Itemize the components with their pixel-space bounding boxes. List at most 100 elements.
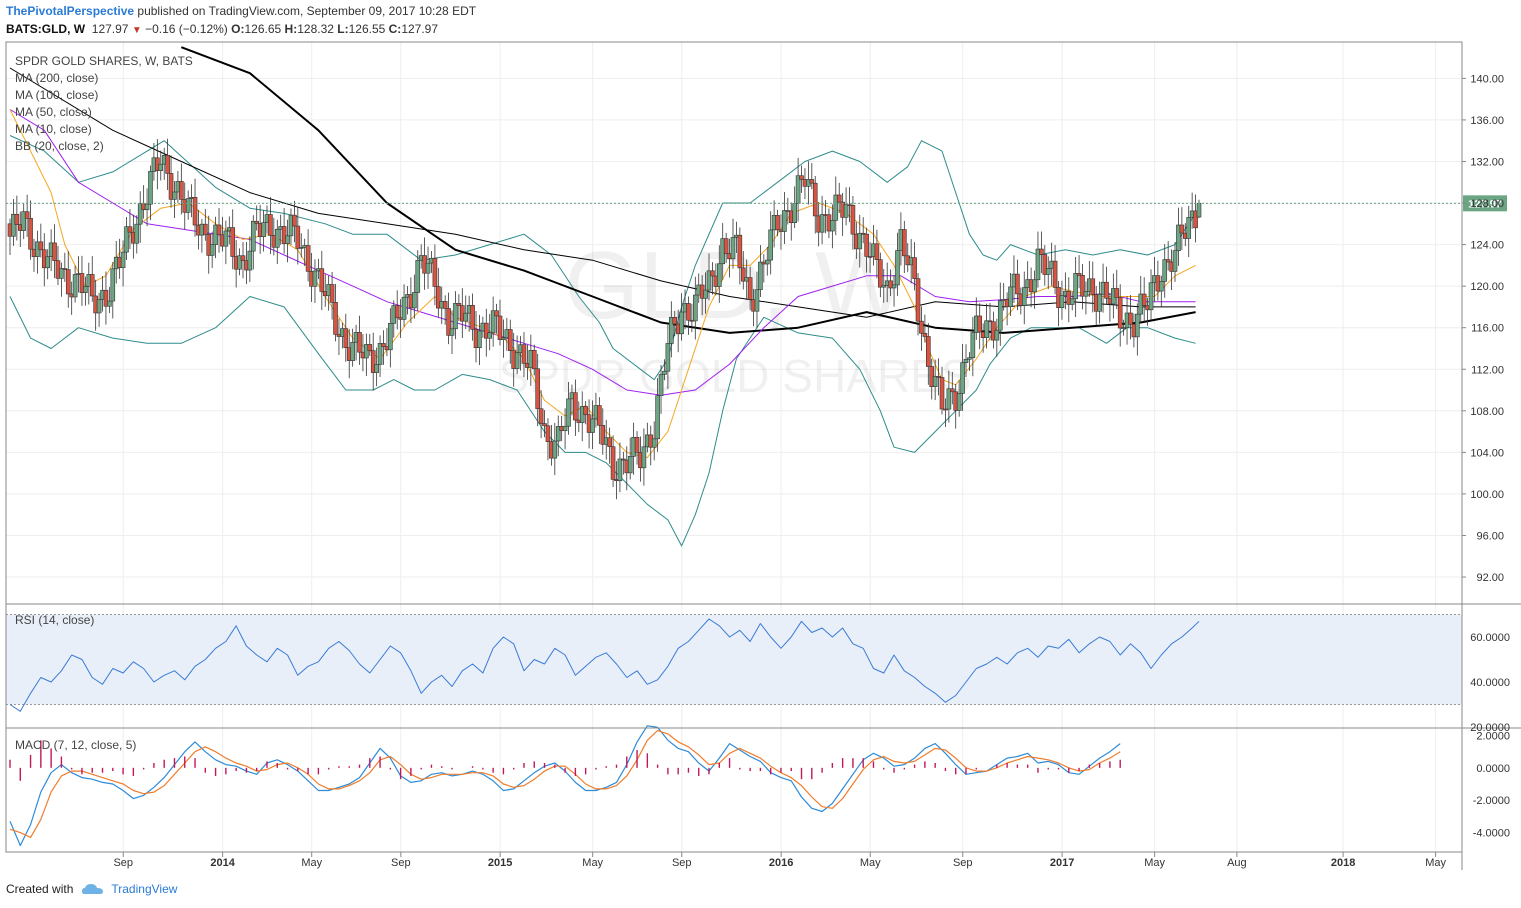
candle-body	[1196, 203, 1202, 218]
candle-body	[939, 377, 945, 410]
author-link[interactable]: ThePivotalPerspective	[6, 4, 135, 18]
candle-body	[127, 226, 133, 233]
candle-body	[436, 286, 441, 309]
tradingview-cloud-icon	[82, 884, 104, 894]
candle-body	[754, 289, 760, 312]
candle-body	[686, 303, 691, 321]
candle-body	[281, 226, 287, 244]
candle-body	[949, 388, 955, 393]
candle-body	[1073, 273, 1078, 300]
last-price-label: 127.97	[1468, 198, 1502, 210]
candle-body	[535, 368, 540, 410]
candle-body	[240, 255, 246, 261]
candle-body	[24, 211, 30, 219]
candle-body	[381, 343, 386, 347]
time-tick-label: May	[1425, 857, 1446, 869]
candle-body	[172, 191, 177, 200]
candle-body	[830, 219, 835, 232]
tradingview-brand[interactable]: TradingView	[111, 882, 178, 896]
macd-tick-label: -2.0000	[1473, 795, 1510, 807]
candle-body	[716, 263, 722, 287]
candle-body	[662, 370, 667, 375]
rsi-tick-label: 60.0000	[1470, 632, 1510, 644]
time-tick-label: May	[860, 857, 881, 869]
legend-ma10[interactable]: MA (10, close)	[15, 122, 92, 136]
candle-body	[926, 336, 931, 367]
candle-body	[857, 232, 863, 250]
candle-body	[737, 234, 743, 269]
candle-body	[902, 229, 907, 257]
candle-body	[165, 155, 170, 174]
time-tick-label: 2017	[1050, 857, 1074, 869]
macd-tick-label: 2.0000	[1476, 730, 1510, 742]
candle-body	[223, 230, 229, 247]
candle-body	[1159, 281, 1164, 292]
candle-body	[1121, 327, 1126, 329]
candle-body	[268, 214, 273, 236]
candle-body	[1172, 250, 1178, 272]
candle-body	[285, 235, 290, 244]
candle-body	[600, 425, 606, 445]
candle-body	[655, 395, 660, 440]
candle-body	[1141, 293, 1147, 306]
candle-body	[453, 303, 458, 330]
candle-body	[730, 237, 736, 260]
candle-body	[758, 261, 763, 290]
time-tick-label: Aug	[1227, 857, 1247, 869]
candle-body	[298, 247, 304, 249]
candle-body	[967, 357, 972, 360]
candle-body	[573, 392, 578, 421]
candle-body	[782, 210, 787, 232]
candle-body	[107, 300, 112, 307]
candle-body	[552, 440, 558, 459]
down-triangle-icon: ▼	[131, 25, 142, 36]
candle-body	[295, 225, 301, 249]
indicator-legend: SPDR GOLD SHARES, W, BATS MA (200, close…	[15, 53, 193, 155]
candle-body	[764, 259, 770, 265]
candle-body	[775, 215, 780, 231]
candle-body	[590, 418, 595, 433]
candle-body	[1186, 216, 1192, 239]
macd-signal-line	[9, 730, 1121, 838]
candle-body	[566, 398, 571, 427]
candle-body	[477, 330, 482, 348]
candle-body	[103, 289, 109, 307]
candle-body	[1042, 254, 1048, 275]
macd-label[interactable]: MACD (7, 12, close, 5)	[15, 738, 137, 752]
time-tick-label: Sep	[391, 857, 411, 869]
candle-body	[185, 198, 191, 213]
candle-body	[1032, 279, 1037, 293]
candle-body	[922, 332, 928, 337]
candle-body	[374, 364, 379, 373]
candle-body	[672, 317, 678, 325]
candle-body	[179, 181, 184, 200]
candle-body	[456, 303, 462, 306]
candle-body	[867, 256, 873, 258]
candle-body	[1039, 248, 1044, 255]
legend-ma50[interactable]: MA (50, close)	[15, 105, 92, 119]
publish-info: published on TradingView.com, September …	[137, 4, 477, 18]
rsi-label[interactable]: RSI (14, close)	[15, 613, 95, 627]
candle-body	[881, 285, 887, 288]
candle-body	[819, 214, 825, 233]
candle-body	[137, 203, 143, 225]
candle-body	[1069, 298, 1075, 305]
candle-body	[1083, 291, 1089, 297]
candle-body	[1090, 278, 1096, 295]
candle-body	[1162, 259, 1168, 282]
candle-body	[1179, 224, 1185, 234]
legend-ma200[interactable]: MA (200, close)	[15, 71, 99, 85]
candle-body	[144, 203, 150, 211]
legend-ma100[interactable]: MA (100, close)	[15, 88, 99, 102]
legend-bb[interactable]: BB (20, close, 2)	[15, 139, 104, 153]
candle-body	[994, 329, 1000, 341]
bb-upper-line	[9, 135, 1197, 381]
candle-body	[946, 388, 952, 410]
candle-body	[120, 251, 126, 268]
candle-body	[799, 175, 804, 180]
candle-body	[370, 350, 376, 373]
candle-body	[1135, 313, 1140, 338]
candle-body	[507, 329, 513, 351]
candle-body	[14, 213, 20, 225]
